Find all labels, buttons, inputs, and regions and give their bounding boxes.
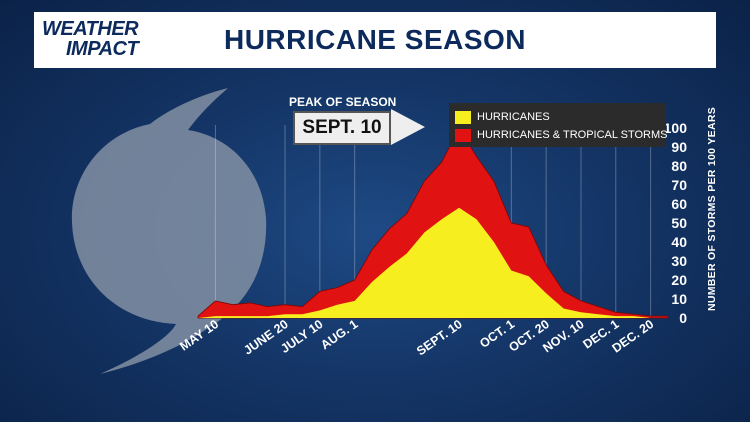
y-axis: 0 10 20 30 40 50 60 70 80 90 100 <box>664 120 688 326</box>
legend-label-tropical-storms: HURRICANES & TROPICAL STORMS <box>477 129 668 141</box>
y-axis-label: NUMBER OF STORMS PER 100 YEARS <box>706 106 718 312</box>
header-bar: HURRICANE SEASON WEATHER IMPACT <box>34 12 716 68</box>
station-logo: WEATHER IMPACT <box>42 18 139 60</box>
y-tick-label: 20 <box>671 272 687 288</box>
legend-swatch-hurricanes <box>455 111 471 124</box>
peak-label: PEAK OF SEASON <box>289 95 397 109</box>
y-tick-label: 0 <box>679 310 687 326</box>
y-tick-label: 10 <box>671 291 687 307</box>
logo-line-2: IMPACT <box>66 38 139 60</box>
y-tick-label: 80 <box>671 158 687 174</box>
peak-arrow-icon <box>391 109 425 145</box>
y-tick-label: 70 <box>671 177 687 193</box>
y-tick-label: 90 <box>671 139 687 155</box>
chart-areas <box>197 127 669 319</box>
y-tick-label: 100 <box>664 120 688 136</box>
hurricane-symbol-shape <box>71 88 267 374</box>
logo-line-1: WEATHER <box>42 18 139 40</box>
y-tick-label: 40 <box>671 234 687 250</box>
y-tick-label: 60 <box>671 196 687 212</box>
peak-date-box: SEPT. 10 <box>293 111 391 145</box>
legend-label-hurricanes: HURRICANES <box>477 111 550 123</box>
x-tick-label: AUG. 1 <box>318 317 360 352</box>
page-title: HURRICANE SEASON <box>223 24 527 55</box>
hurricane-icon <box>71 88 267 374</box>
chart-legend: HURRICANES HURRICANES & TROPICAL STORMS <box>449 103 668 147</box>
y-tick-label: 50 <box>671 215 687 231</box>
series-area-hurricanes-tropical-storms <box>197 127 669 319</box>
x-tick-label: SEPT. 10 <box>414 317 465 358</box>
legend-swatch-tropical-storms <box>455 129 471 142</box>
y-tick-label: 30 <box>671 253 687 269</box>
series-area-hurricanes <box>198 207 668 318</box>
